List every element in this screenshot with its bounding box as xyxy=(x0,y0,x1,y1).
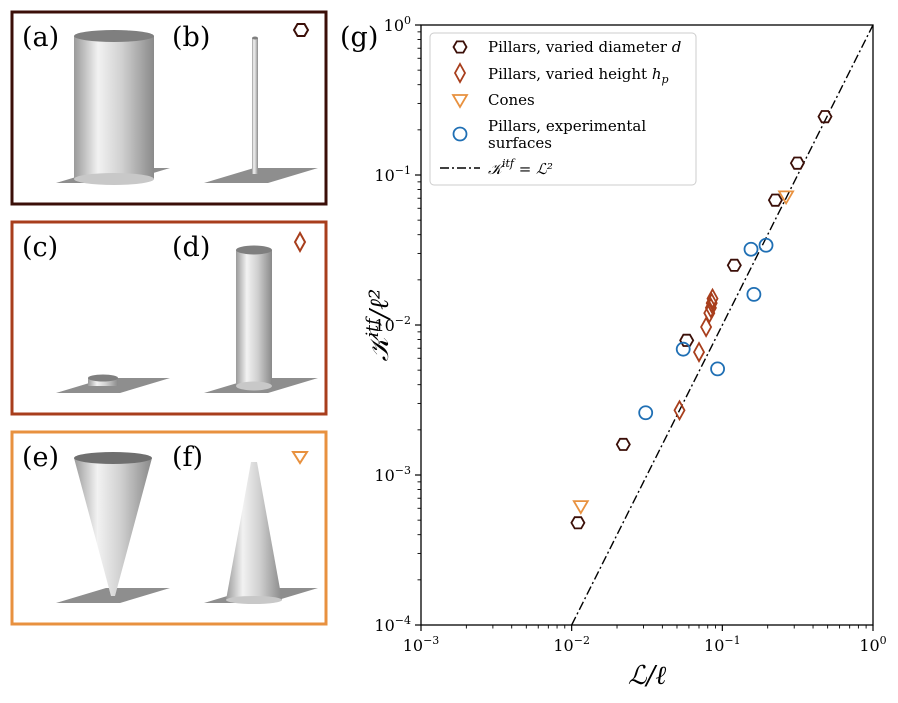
pillar-tall xyxy=(236,250,272,386)
cone-inverted xyxy=(74,458,152,596)
data-point-circle-series-4 xyxy=(746,286,762,302)
y-tick-label: 100 xyxy=(384,14,411,35)
y-tick-label: 10−1 xyxy=(374,164,411,185)
data-point-hexagon-series-1 xyxy=(789,156,805,170)
pillar-thin-top xyxy=(252,36,258,40)
data-point-hexagon-series-1 xyxy=(570,516,586,530)
panel-frame xyxy=(10,220,328,416)
legend-marker-hexagon xyxy=(292,23,310,37)
legend: Pillars, varied diameter d Pillars, vari… xyxy=(429,32,697,186)
legend-label-series-4: Pillars, experimental xyxy=(488,117,646,135)
y-tick-label: 10−2 xyxy=(374,314,411,335)
panel-frame xyxy=(10,10,328,206)
cone-upright xyxy=(226,462,282,600)
data-point-triangle-series-3 xyxy=(777,190,795,206)
data-point-hexagon-series-1 xyxy=(726,258,742,272)
data-point-hexagon-series-1 xyxy=(817,110,833,124)
data-point-diamond-series-2 xyxy=(673,399,686,422)
legend-marker-series-2 xyxy=(453,62,467,84)
data-point-diamond-series-2 xyxy=(706,287,719,310)
pillar-thin xyxy=(252,38,258,174)
pillar-wide-bottom xyxy=(74,173,154,185)
x-tick-label: 10−1 xyxy=(704,634,741,655)
panel-label-e: (e) xyxy=(22,442,59,473)
panel-frame xyxy=(10,430,328,626)
x-axis-label: ℒ/ℓ xyxy=(628,661,666,691)
pillar-short xyxy=(88,378,118,386)
panel-label-b: (b) xyxy=(172,22,210,53)
pillar-tall-top xyxy=(236,245,272,255)
panel-label-f: (f) xyxy=(172,442,203,473)
panel-label-g: (g) xyxy=(340,22,378,53)
legend-box xyxy=(429,32,697,186)
panel-pillars-diameter: (a) (b) xyxy=(10,10,328,206)
data-point-diamond-series-2 xyxy=(700,316,713,338)
x-tick-label: 10−3 xyxy=(403,634,440,655)
data-marks xyxy=(570,110,833,530)
data-point-circle-series-4 xyxy=(743,241,759,257)
y-tick-label: 10−3 xyxy=(374,464,411,485)
reference-line xyxy=(571,24,874,626)
panel-cones: (e) (f) xyxy=(10,430,328,626)
panel-label-d: (d) xyxy=(172,232,210,263)
data-point-circle-series-4 xyxy=(638,405,654,421)
legend-marker-series-3 xyxy=(451,94,469,109)
data-point-circle-series-4 xyxy=(675,341,691,357)
panel-pillars-height: (c) (d) xyxy=(10,220,328,416)
legend-label-series-3: Cones xyxy=(488,91,535,109)
data-point-hexagon-series-1 xyxy=(767,193,783,207)
legend-items xyxy=(440,40,480,169)
x-tick-label: 10−2 xyxy=(553,634,590,655)
panel-label-c: (c) xyxy=(22,232,58,263)
cone-upright-bottom xyxy=(226,596,282,604)
pillar-base xyxy=(204,168,318,183)
data-point-circle-series-4 xyxy=(710,361,725,377)
data-point-circle-series-4 xyxy=(758,237,774,253)
legend-label-series-1: Pillars, varied diameter d xyxy=(488,38,681,56)
data-point-triangle-series-3 xyxy=(572,500,590,515)
legend-label-series-4-cont: surfaces xyxy=(488,134,552,152)
legend-label-reference: 𝒦itf = ℒ² xyxy=(488,157,553,178)
pillar-wide-top xyxy=(74,30,154,42)
legend-marker-diamond xyxy=(293,230,307,254)
pillar-short-top xyxy=(88,374,118,382)
data-point-hexagon-series-1 xyxy=(615,437,631,451)
cone-inverted-top xyxy=(74,452,152,464)
data-point-diamond-series-2 xyxy=(692,341,706,363)
legend-marker-series-4 xyxy=(452,126,468,142)
pillar-tall-bottom xyxy=(236,381,272,391)
legend-marker-series-1 xyxy=(452,40,468,54)
x-tick-label: 100 xyxy=(859,634,886,655)
pillar-wide xyxy=(74,36,154,179)
legend-marker-triangle xyxy=(291,451,309,465)
legend-label-series-2: Pillars, varied height hp xyxy=(488,65,669,86)
panel-label-a: (a) xyxy=(22,22,59,53)
y-tick-label: 10−4 xyxy=(374,614,411,635)
